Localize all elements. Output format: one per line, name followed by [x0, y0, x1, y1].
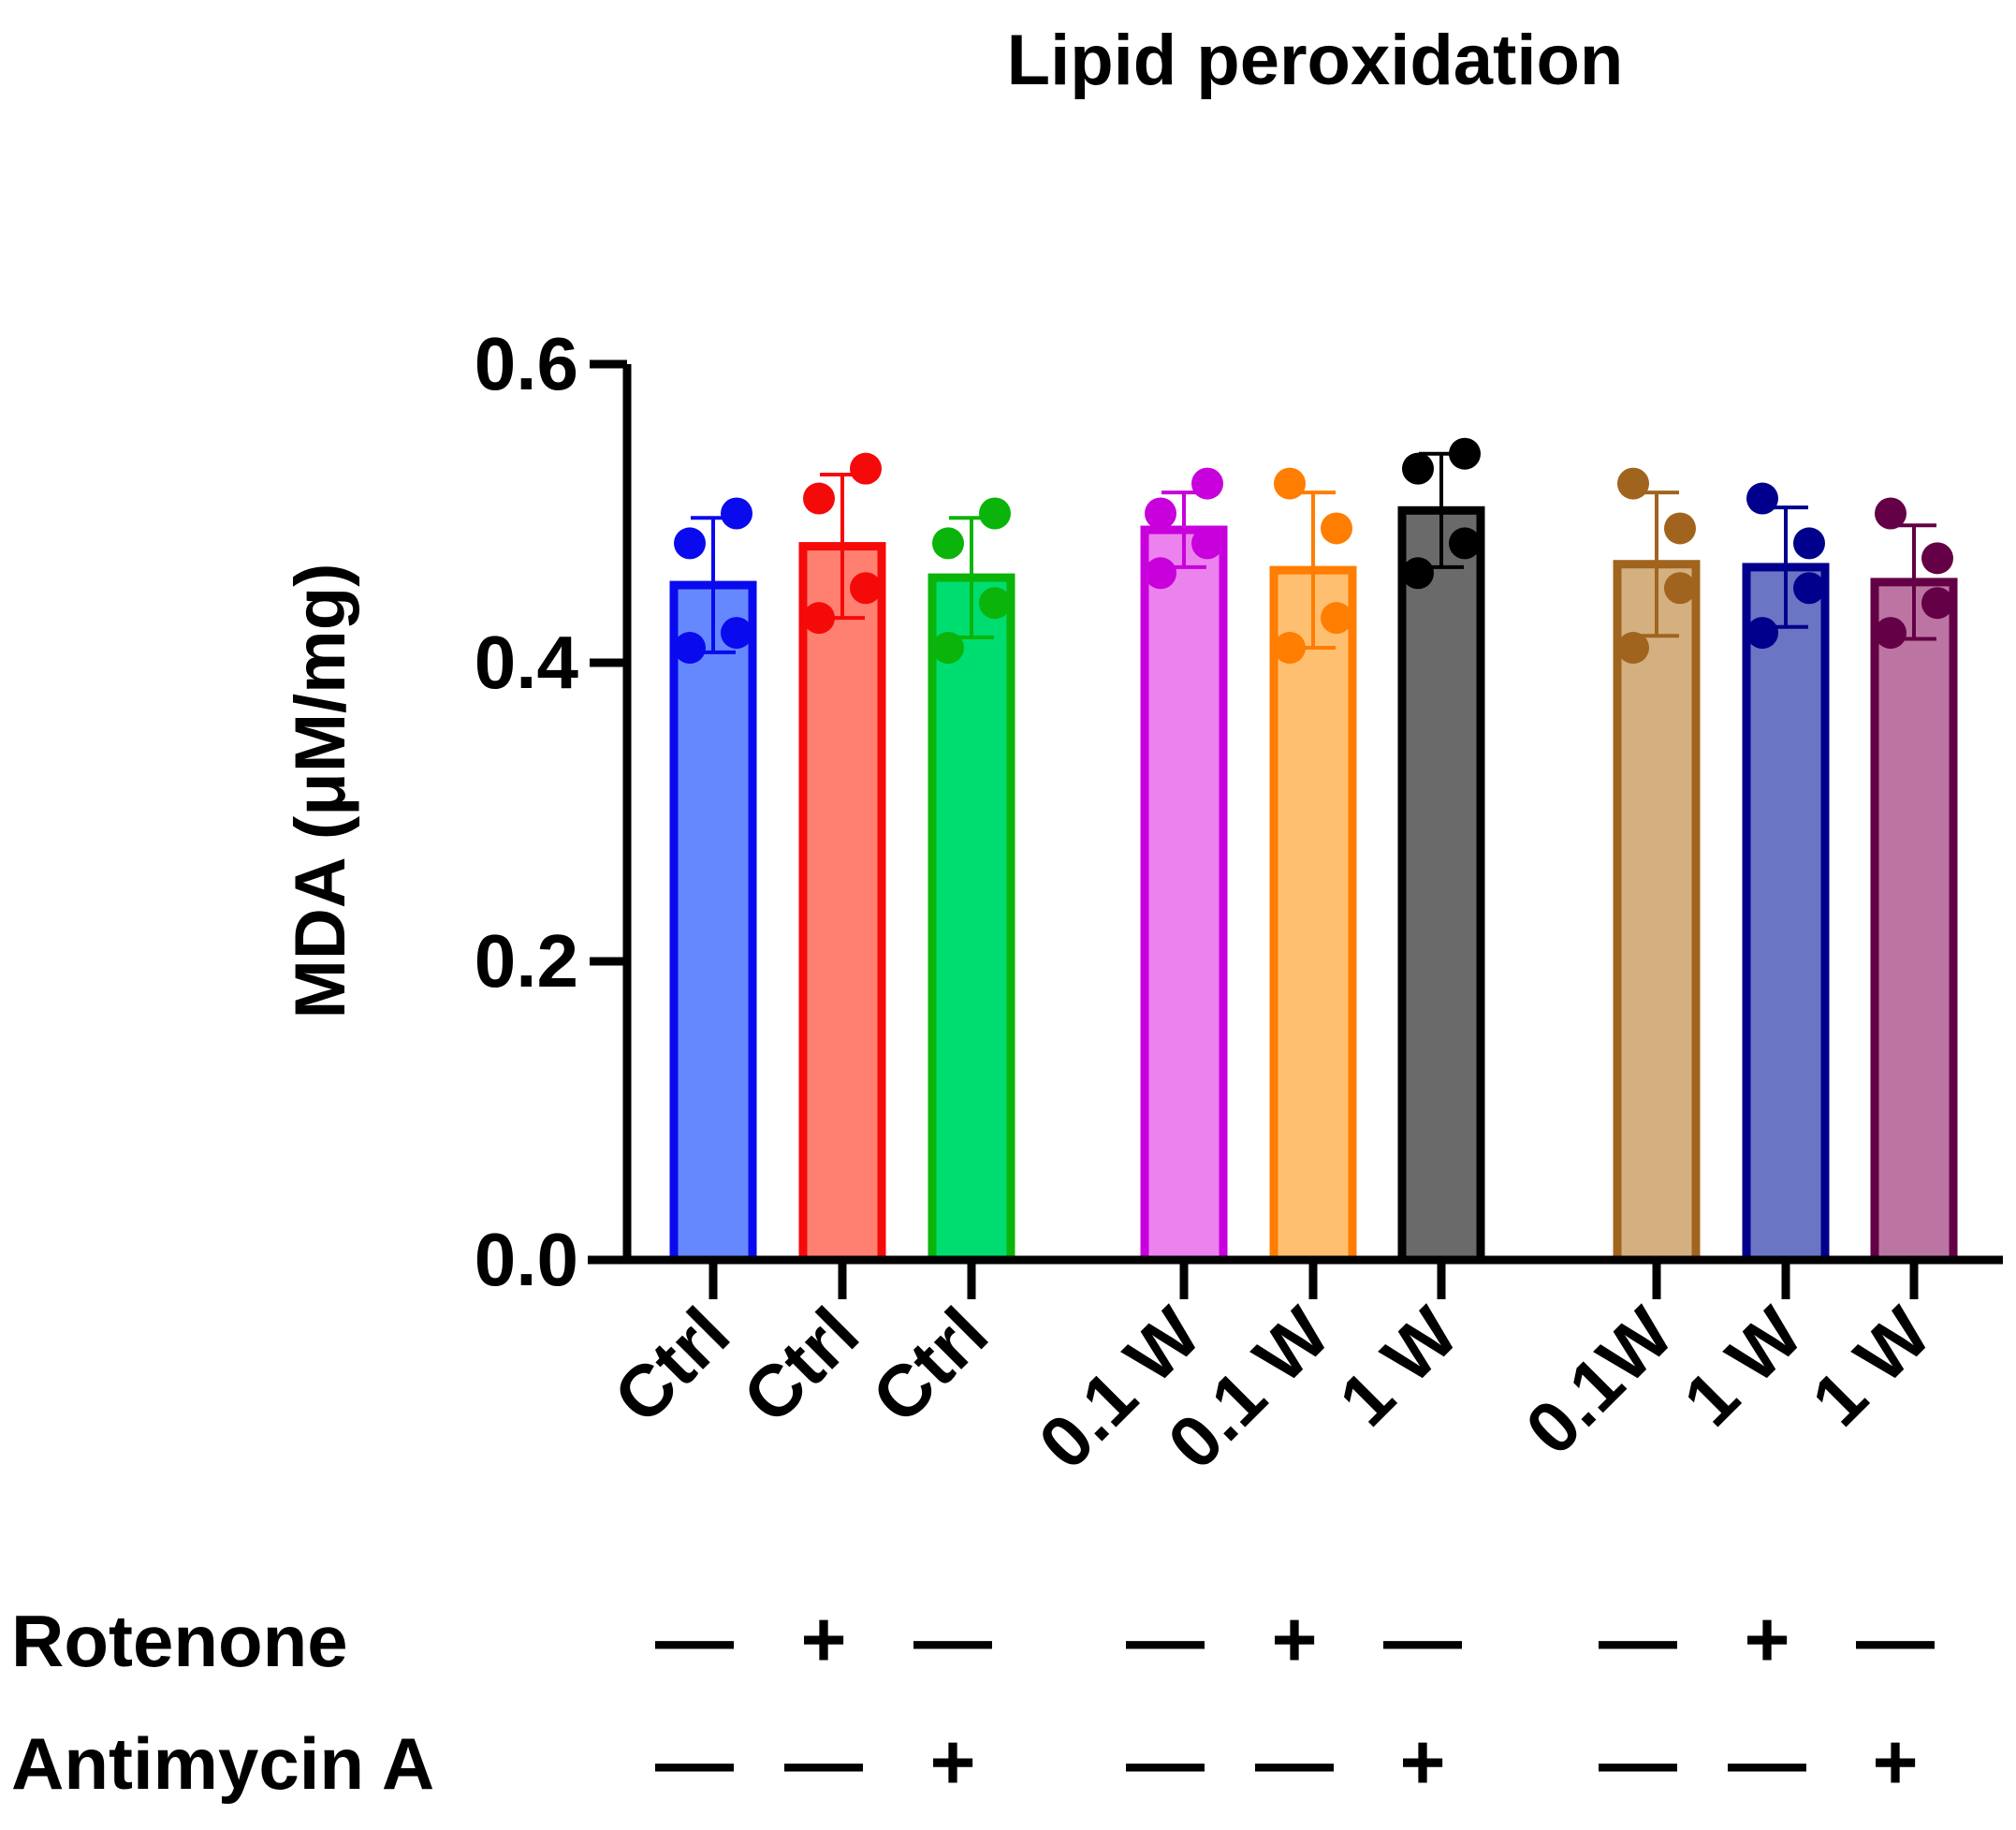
x-tick-label: Ctrl [856, 1292, 1003, 1439]
condition-mark: + [800, 1595, 846, 1683]
x-tick-label: Ctrl [727, 1292, 874, 1439]
condition-mark: + [1271, 1595, 1317, 1683]
condition-mark: — [1255, 1718, 1334, 1806]
x-tick-label: 1 W [1668, 1292, 1819, 1442]
condition-mark: — [1599, 1595, 1677, 1683]
data-point [1274, 467, 1306, 500]
condition-mark: + [1744, 1595, 1790, 1683]
condition-label: Antimycin A [11, 1722, 434, 1805]
data-point [721, 497, 752, 530]
data-point [1875, 617, 1906, 650]
y-tick-label: 0.2 [475, 919, 578, 1003]
condition-mark: — [655, 1718, 734, 1806]
data-point [1664, 572, 1696, 605]
condition-label: Rotenone [11, 1600, 348, 1682]
data-point [1402, 452, 1434, 485]
data-point [1921, 542, 1953, 575]
data-point [932, 527, 964, 560]
bar [1613, 560, 1701, 1265]
condition-mark: — [1126, 1718, 1205, 1806]
data-point [1191, 467, 1223, 500]
bar [1269, 565, 1357, 1265]
y-tick-label: 0.4 [475, 621, 579, 704]
conditions-table: Rotenone — + — — + — — + — Antimycin A — — + — — + — — + [11, 1595, 1935, 1806]
bar [798, 542, 886, 1265]
data-point [803, 602, 835, 635]
data-point [1793, 527, 1825, 560]
data-point [1746, 482, 1778, 515]
condition-mark: + [929, 1718, 975, 1806]
data-point [1617, 632, 1649, 665]
bar [928, 573, 1015, 1265]
bar [1397, 505, 1485, 1265]
x-tick-label: 1 W [1796, 1292, 1947, 1442]
condition-mark: — [1599, 1718, 1677, 1806]
data-point [1746, 617, 1778, 650]
points-layer [674, 437, 1953, 665]
data-point [674, 632, 706, 665]
data-point [1321, 602, 1352, 635]
data-point [1402, 557, 1434, 590]
data-point [979, 587, 1011, 620]
bar [669, 580, 757, 1265]
condition-mark: — [1126, 1595, 1205, 1683]
data-point [1875, 497, 1906, 530]
bar [1140, 525, 1228, 1265]
data-point [721, 617, 752, 650]
y-axis-label: MDA (μM/mg) [281, 564, 360, 1019]
data-point [979, 497, 1011, 530]
chart-title: Lipid peroxidation [1007, 21, 1624, 100]
bar [1742, 563, 1830, 1265]
data-point [1145, 497, 1176, 530]
condition-mark: — [1383, 1595, 1462, 1683]
data-point [803, 482, 835, 515]
condition-mark: — [784, 1718, 863, 1806]
data-point [1664, 512, 1696, 545]
y-tick-label: 0.0 [475, 1218, 578, 1301]
data-point [1145, 557, 1176, 590]
condition-mark: — [1728, 1718, 1806, 1806]
data-point [1921, 587, 1953, 620]
data-point [1191, 527, 1223, 560]
data-point [1793, 572, 1825, 605]
data-point [1274, 632, 1306, 665]
data-point [850, 572, 882, 605]
data-point [674, 527, 706, 560]
data-point [1449, 437, 1481, 470]
data-point [850, 452, 882, 485]
data-point [1617, 467, 1649, 500]
x-tick-label: 1 W [1323, 1292, 1474, 1442]
x-tick-label: 0.1W [1510, 1292, 1688, 1471]
data-point [932, 632, 964, 665]
data-point [1449, 527, 1481, 560]
condition-mark: + [1872, 1718, 1918, 1806]
y-ticks-layer: 0.0 0.2 0.4 0.6 [475, 322, 627, 1301]
x-tick-label: Ctrl [598, 1292, 745, 1439]
y-tick-label: 0.6 [475, 322, 578, 405]
condition-mark: — [913, 1595, 992, 1683]
data-point [1321, 512, 1352, 545]
condition-mark: + [1399, 1718, 1445, 1806]
bar [1870, 578, 1958, 1265]
condition-mark: — [655, 1595, 734, 1683]
condition-mark: — [1856, 1595, 1935, 1683]
